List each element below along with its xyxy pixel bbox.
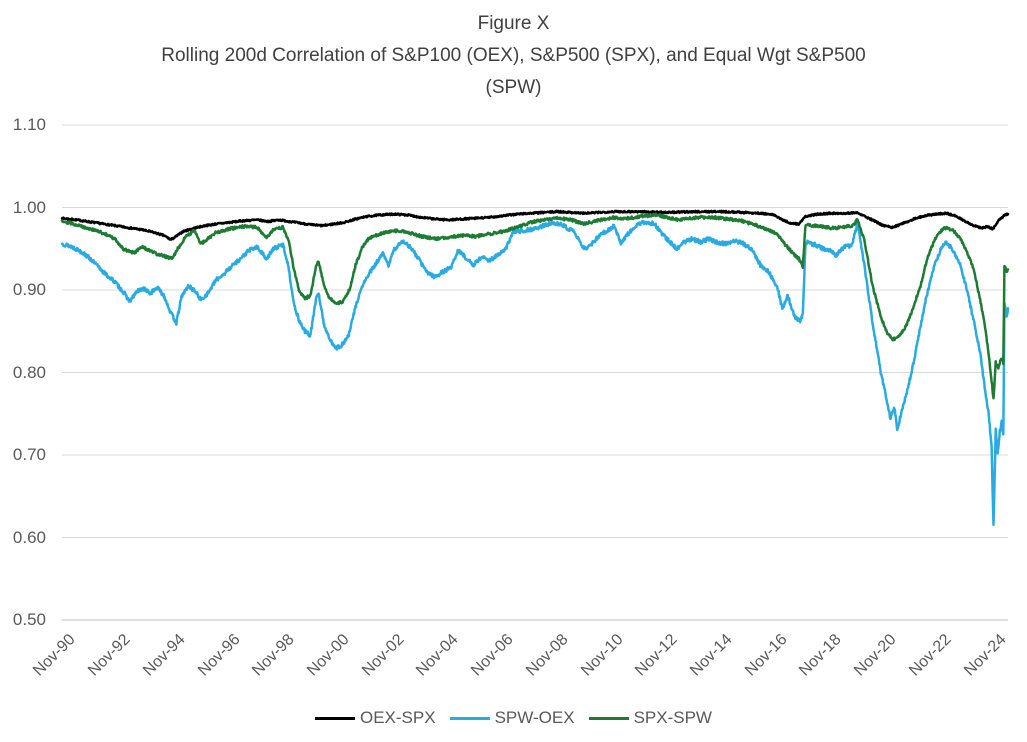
y-tick-label: 0.70 <box>12 445 46 464</box>
series-lines <box>60 209 1010 527</box>
legend-label: SPX-SPW <box>633 708 712 727</box>
chart-title-line-2: Rolling 200d Correlation of S&P100 (OEX)… <box>161 45 866 66</box>
y-tick-label: 0.90 <box>12 280 46 299</box>
legend-line-swatch <box>315 716 355 720</box>
chart-title-line-3: (SPW) <box>485 77 542 98</box>
legend-item-spx-spw: SPX-SPW <box>588 708 712 728</box>
series-line-spw-oex <box>60 219 1010 527</box>
legend-line-swatch <box>588 716 629 720</box>
series-line-oex-spx <box>60 209 1010 241</box>
chart-title: Figure X Rolling 200d Correlation of S&P… <box>0 8 1027 104</box>
legend-label: OEX-SPX <box>360 708 436 727</box>
y-tick-label: 0.80 <box>12 362 46 382</box>
legend-label: SPW-OEX <box>494 708 575 727</box>
legend: OEX-SPX SPW-OEX SPX-SPW <box>0 708 1027 728</box>
y-tick-label: 0.60 <box>12 527 46 547</box>
y-tick-label: 0.50 <box>12 610 46 629</box>
gridlines <box>62 124 1008 621</box>
series-line-spx-spw <box>60 212 1010 400</box>
legend-item-oex-spx: OEX-SPX <box>315 708 436 728</box>
legend-item-spw-oex: SPW-OEX <box>449 708 575 728</box>
chart-title-line-1: Figure X <box>477 13 550 34</box>
y-tick-label: 1.00 <box>12 197 46 217</box>
legend-line-swatch <box>449 716 490 720</box>
y-tick-label: 1.10 <box>12 115 46 134</box>
